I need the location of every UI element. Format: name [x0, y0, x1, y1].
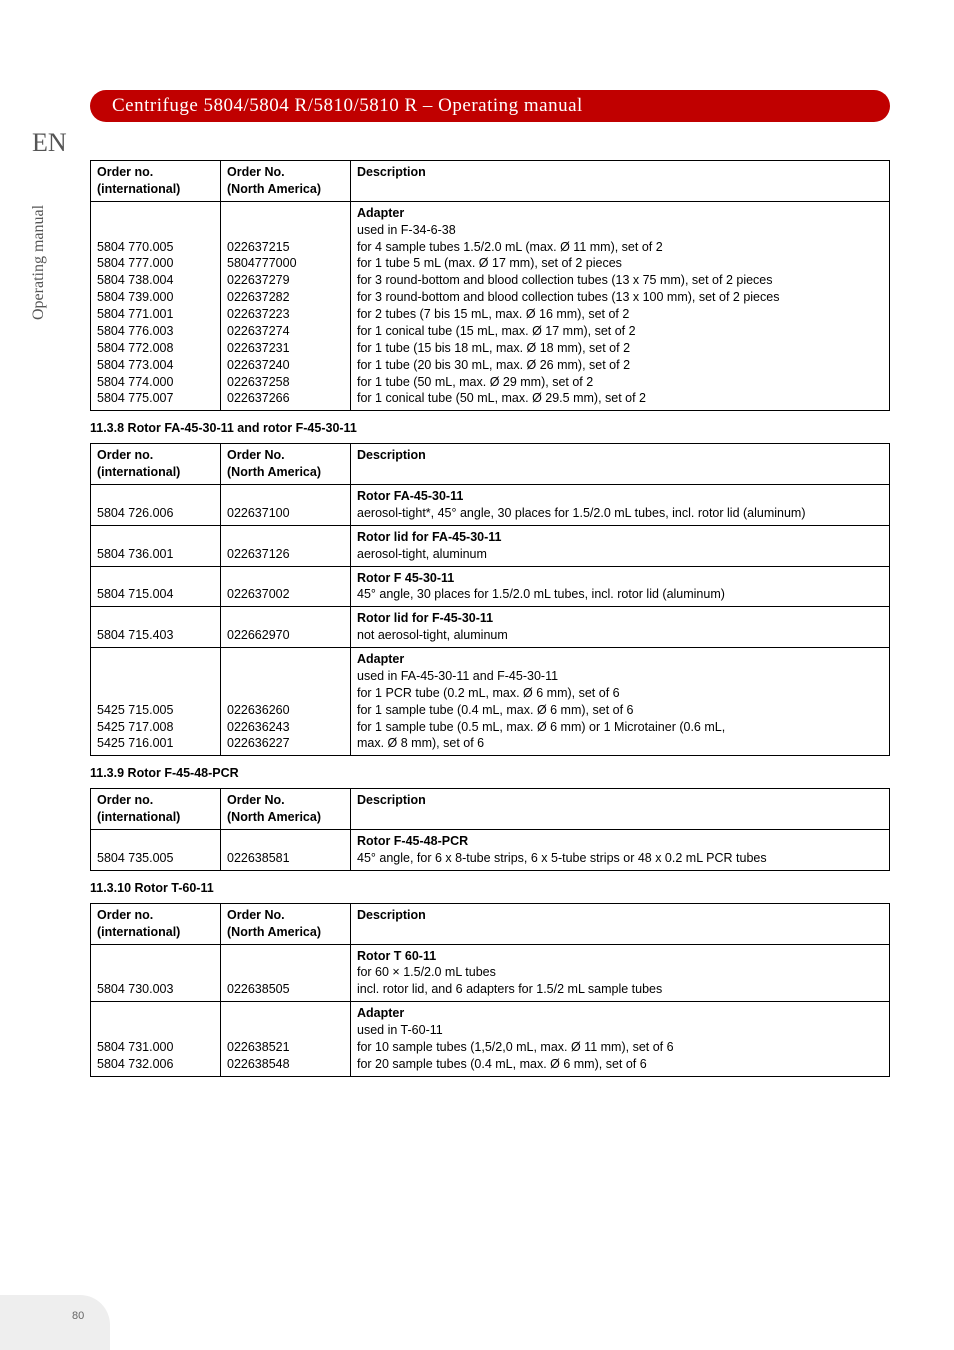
section-heading-1139: 11.3.9 Rotor F-45-48-PCR	[90, 766, 890, 780]
th-intl: Order no. (international)	[91, 444, 221, 485]
th-intl: Order no. (international)	[91, 161, 221, 202]
table-header-row: Order no. (international) Order No. (Nor…	[91, 161, 890, 202]
table-header-row: Order no. (international) Order No. (Nor…	[91, 444, 890, 485]
cell-desc: Rotor lid for F-45-30-11not aerosol-tigh…	[351, 607, 890, 648]
cell-intl: 5804 736.001	[91, 525, 221, 566]
cell-intl: 5425 715.005 5425 717.008 5425 716.001	[91, 648, 221, 756]
cell-desc: Rotor F 45-30-1145° angle, 30 places for…	[351, 566, 890, 607]
th-intl: Order no. (international)	[91, 789, 221, 830]
th-na: Order No. (North America)	[221, 444, 351, 485]
cell-desc: Rotor F-45-48-PCR45° angle, for 6 x 8-tu…	[351, 830, 890, 871]
section-heading-1138: 11.3.8 Rotor FA-45-30-11 and rotor F-45-…	[90, 421, 890, 435]
page-title-bar: Centrifuge 5804/5804 R/5810/5810 R – Ope…	[90, 90, 890, 122]
page-number-background	[0, 1295, 110, 1350]
table-row: 5804 731.000 5804 732.006 022638521 0226…	[91, 1002, 890, 1077]
cell-desc: Adapter used in FA-45-30-11 and F-45-30-…	[351, 648, 890, 756]
table-row: 5804 730.003 022638505 Rotor T 60-11 for…	[91, 944, 890, 1002]
language-badge: EN	[32, 128, 67, 158]
cell-desc: Rotor T 60-11 for 60 × 1.5/2.0 mL tubes …	[351, 944, 890, 1002]
section-heading-11310: 11.3.10 Rotor T-60-11	[90, 881, 890, 895]
th-desc: Description	[351, 903, 890, 944]
cell-desc: Rotor FA-45-30-11aerosol-tight*, 45° ang…	[351, 485, 890, 526]
cell-intl: 5804 731.000 5804 732.006	[91, 1002, 221, 1077]
table-row: 5425 715.005 5425 717.008 5425 716.001 0…	[91, 648, 890, 756]
th-desc: Description	[351, 444, 890, 485]
cell-na: 022636260 022636243 022636227	[221, 648, 351, 756]
table-rotor-f4548pcr: Order no. (international) Order No. (Nor…	[90, 788, 890, 871]
table-rotor-t6011: Order no. (international) Order No. (Nor…	[90, 903, 890, 1077]
table-rotor-fa45: Order no. (international) Order No. (Nor…	[90, 443, 890, 756]
cell-desc: Adapter used in F-34-6-38 for 4 sample t…	[351, 201, 890, 411]
cell-na: 022637215 5804777000 022637279 022637282…	[221, 201, 351, 411]
th-na: Order No. (North America)	[221, 161, 351, 202]
th-desc: Description	[351, 789, 890, 830]
th-na: Order No. (North America)	[221, 789, 351, 830]
th-na: Order No. (North America)	[221, 903, 351, 944]
page-number: 80	[72, 1310, 84, 1322]
cell-intl: 5804 715.004	[91, 566, 221, 607]
cell-na: 022637100	[221, 485, 351, 526]
main-content: Order no. (international) Order No. (Nor…	[90, 160, 890, 1087]
table-row: 5804 715.004 022637002 Rotor F 45-30-114…	[91, 566, 890, 607]
cell-intl: 5804 770.005 5804 777.000 5804 738.004 5…	[91, 201, 221, 411]
cell-na: 022662970	[221, 607, 351, 648]
table-row: 5804 736.001 022637126 Rotor lid for FA-…	[91, 525, 890, 566]
th-intl: Order no. (international)	[91, 903, 221, 944]
cell-intl: 5804 726.006	[91, 485, 221, 526]
cell-intl: 5804 735.005	[91, 830, 221, 871]
table-row: 5804 715.403 022662970 Rotor lid for F-4…	[91, 607, 890, 648]
table-row: 5804 726.006 022637100 Rotor FA-45-30-11…	[91, 485, 890, 526]
table-row: 5804 770.005 5804 777.000 5804 738.004 5…	[91, 201, 890, 411]
cell-desc: Adapter used in T-60-11 for 10 sample tu…	[351, 1002, 890, 1077]
th-desc: Description	[351, 161, 890, 202]
table-adapter-f34: Order no. (international) Order No. (Nor…	[90, 160, 890, 411]
cell-na: 022637002	[221, 566, 351, 607]
table-header-row: Order no. (international) Order No. (Nor…	[91, 789, 890, 830]
cell-intl: 5804 730.003	[91, 944, 221, 1002]
cell-na: 022638581	[221, 830, 351, 871]
vertical-section-label: Operating manual	[30, 205, 48, 320]
cell-desc: Rotor lid for FA-45-30-11aerosol-tight, …	[351, 525, 890, 566]
table-header-row: Order no. (international) Order No. (Nor…	[91, 903, 890, 944]
cell-na: 022637126	[221, 525, 351, 566]
cell-na: 022638521 022638548	[221, 1002, 351, 1077]
cell-intl: 5804 715.403	[91, 607, 221, 648]
cell-na: 022638505	[221, 944, 351, 1002]
table-row: 5804 735.005 022638581 Rotor F-45-48-PCR…	[91, 830, 890, 871]
